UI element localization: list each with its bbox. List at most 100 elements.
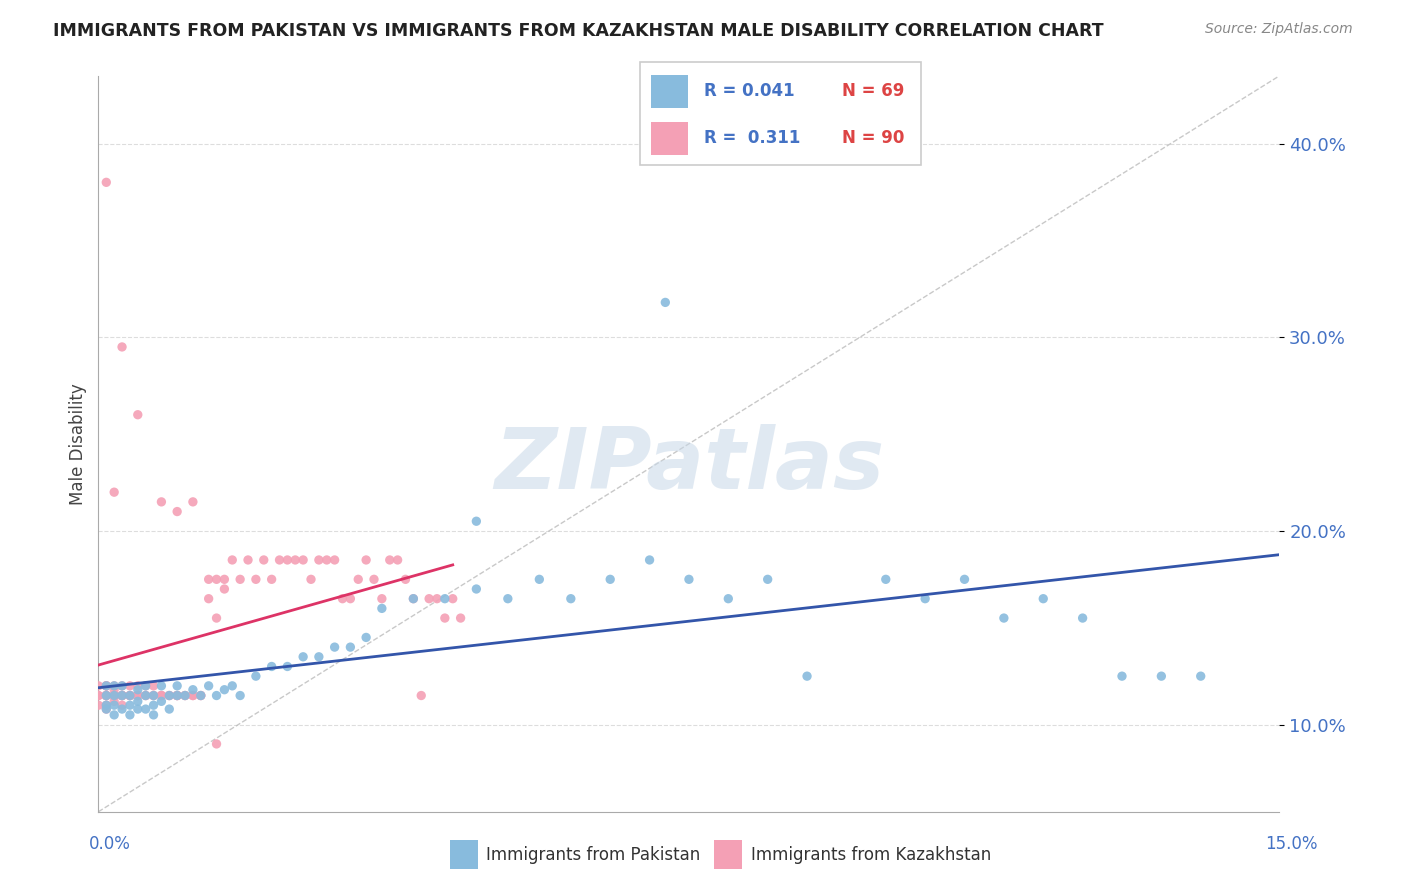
Point [450,611,472,625]
Point [142,689,165,703]
Point [127,682,149,697]
Point [103,485,125,500]
Point [103,679,125,693]
Point [678,572,700,586]
Point [276,659,298,673]
Point [221,553,243,567]
Point [323,640,346,654]
Point [118,689,141,703]
Point [308,553,330,567]
Point [111,679,134,693]
Point [174,689,197,703]
Point [197,591,219,606]
Point [96,702,118,716]
Point [599,572,621,586]
Point [190,689,212,703]
Point [166,689,188,703]
FancyBboxPatch shape [640,62,921,165]
Point [292,649,315,664]
Point [276,553,298,567]
Point [253,553,276,567]
Point [150,679,173,693]
Text: 0.0%: 0.0% [89,835,131,853]
Point [190,689,212,703]
Point [166,504,188,518]
Point [103,698,125,713]
Text: 15.0%: 15.0% [1265,835,1317,853]
Bar [450,840,478,869]
Point [118,689,141,703]
Point [127,694,149,708]
Point [1032,591,1054,606]
Point [166,689,188,703]
Point [339,591,361,606]
Point [135,689,157,703]
Point [299,572,322,586]
Point [993,611,1015,625]
Point [465,514,488,528]
Point [465,582,488,596]
Point [174,689,197,703]
Point [118,679,141,693]
Point [127,689,149,703]
Point [111,689,134,703]
Point [103,679,125,693]
Point [332,591,354,606]
Point [339,640,361,654]
Point [190,689,212,703]
Point [96,679,118,693]
Point [157,702,180,716]
Point [197,572,219,586]
Point [181,495,204,509]
Point [142,707,165,722]
Point [354,631,377,645]
Point [181,689,204,703]
Point [229,689,252,703]
Point [150,495,173,509]
Point [371,591,394,606]
Point [127,689,149,703]
Point [411,689,433,703]
Point [96,679,118,693]
Point [387,553,409,567]
Point [96,698,118,713]
Point [347,572,370,586]
Bar [714,840,742,869]
Point [1189,669,1212,683]
Point [166,689,188,703]
Point [96,698,118,713]
Point [426,591,449,606]
Point [433,591,456,606]
Point [363,572,385,586]
Point [103,707,125,722]
Point [111,689,134,703]
Point [402,591,425,606]
Point [953,572,976,586]
Text: IMMIGRANTS FROM PAKISTAN VS IMMIGRANTS FROM KAZAKHSTAN MALE DISABILITY CORRELATI: IMMIGRANTS FROM PAKISTAN VS IMMIGRANTS F… [53,22,1104,40]
Point [157,689,180,703]
Point [87,689,110,703]
Point [433,611,456,625]
Text: N = 90: N = 90 [842,129,904,147]
Point [118,707,141,722]
Point [441,591,464,606]
Point [111,679,134,693]
Point [142,698,165,713]
Point [166,679,188,693]
Point [87,689,110,703]
Point [315,553,337,567]
Point [323,553,346,567]
Point [103,689,125,703]
Point [142,679,165,693]
Point [127,679,149,693]
Point [103,689,125,703]
Point [394,572,416,586]
Text: Immigrants from Pakistan: Immigrants from Pakistan [486,846,700,863]
Point [214,682,236,697]
Point [96,689,118,703]
Point [197,679,219,693]
Point [150,694,173,708]
Point [214,582,236,596]
Point [96,679,118,693]
Point [205,611,228,625]
